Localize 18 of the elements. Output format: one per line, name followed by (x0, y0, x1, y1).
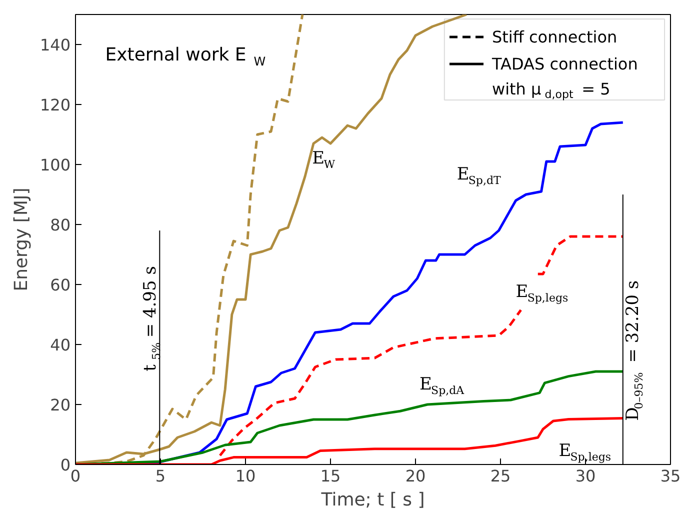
x-tick-label: 30 (575, 466, 596, 486)
y-tick-label: 40 (50, 336, 70, 354)
x-tick-label: 10 (235, 466, 256, 486)
y-axis-title: Energy [MJ] (10, 188, 32, 292)
y-tick-label: 100 (40, 156, 71, 174)
x-tick-label: 5 (155, 466, 166, 486)
x-axis-title: Time; t [ s ] (320, 490, 425, 510)
y-tick-label: 80 (50, 216, 70, 234)
y-tick-label: 20 (50, 396, 70, 414)
x-tick-label: 35 (660, 466, 681, 486)
x-tick-label: 15 (320, 466, 341, 486)
y-tick-label: 140 (40, 36, 71, 54)
x-tick-label: 25 (490, 466, 511, 486)
x-tick-label: 20 (405, 466, 426, 486)
y-tick-label: 60 (50, 276, 70, 294)
y-tick-label: 120 (40, 96, 71, 114)
ref-line-label: D0–95% = 32.20 s (623, 280, 646, 421)
legend-label: Stiff connection (492, 28, 618, 46)
